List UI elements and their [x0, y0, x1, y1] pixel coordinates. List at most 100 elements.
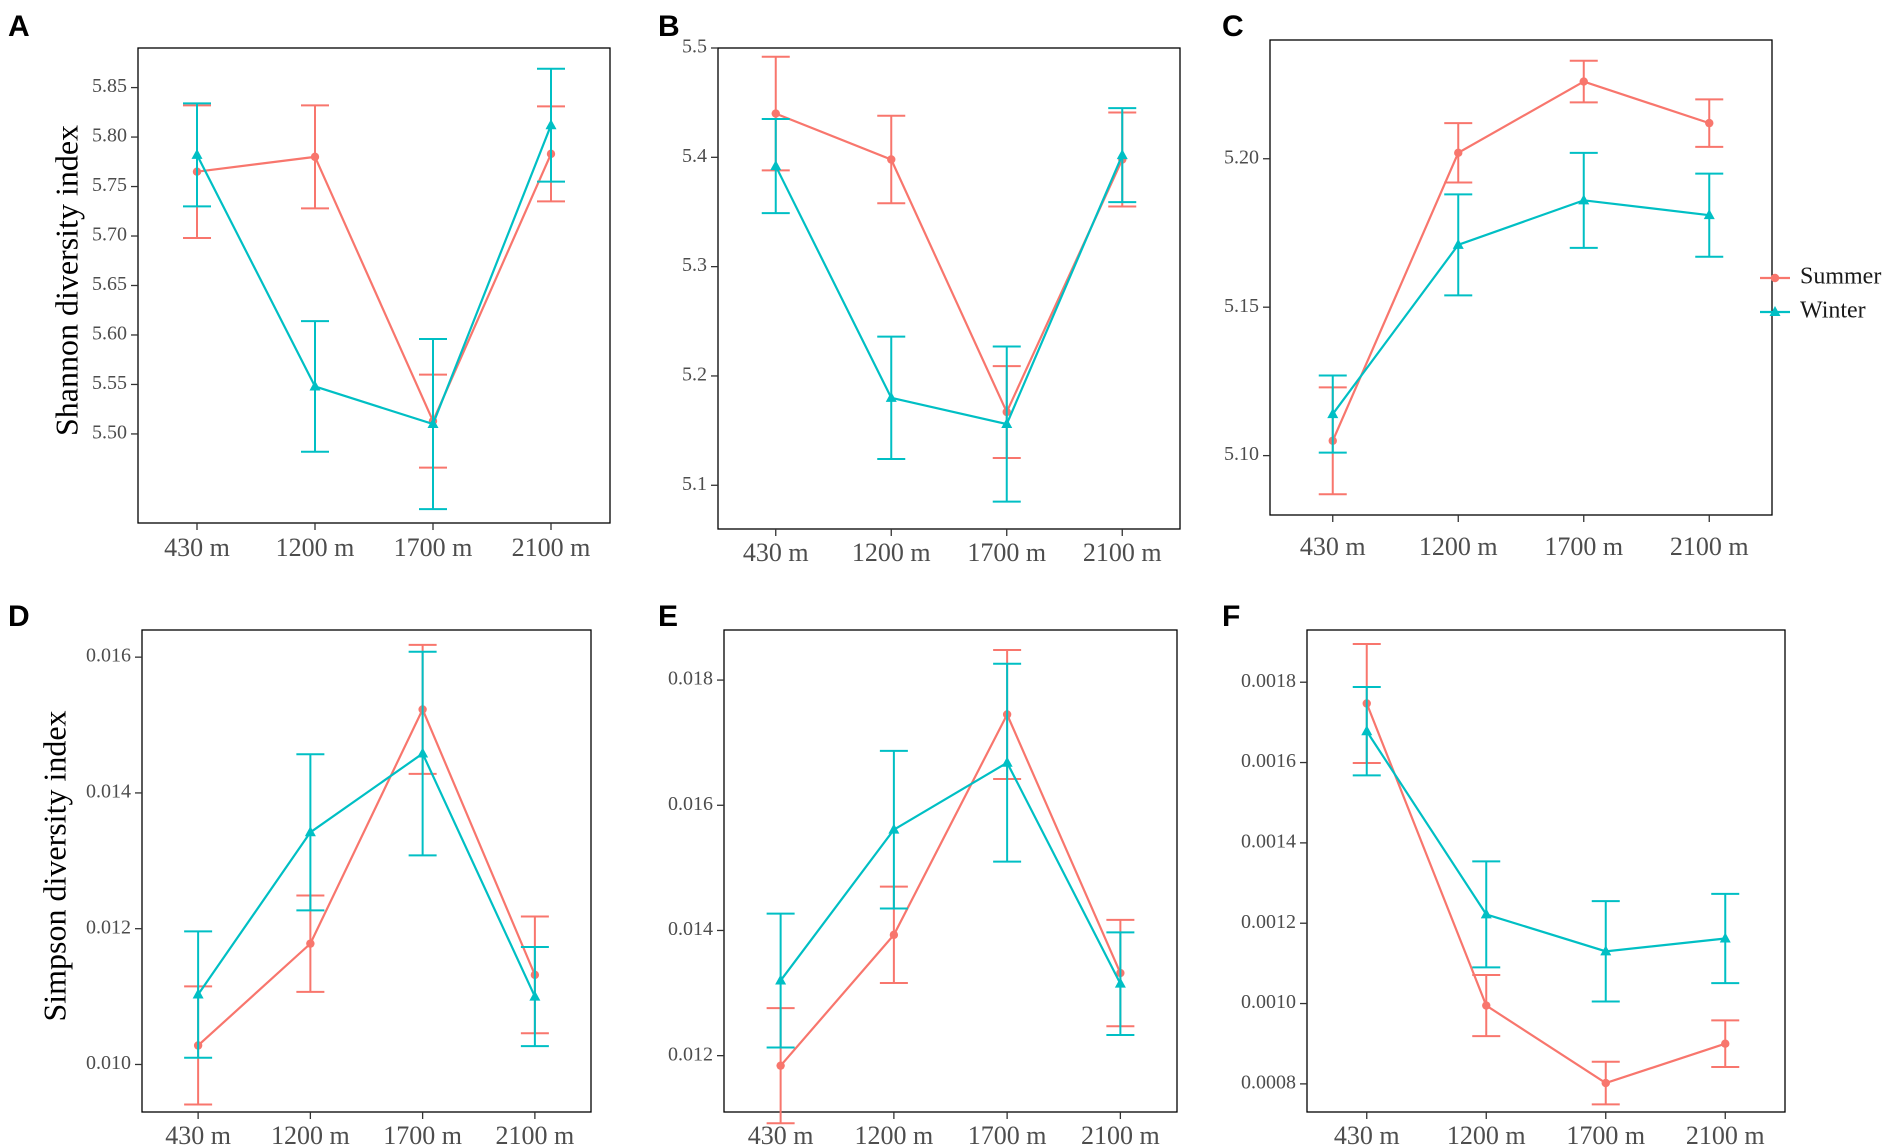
y-tick-label: 0.018: [668, 668, 713, 690]
y-tick-label: 0.0008: [1241, 1071, 1296, 1093]
legend-marker: [1770, 273, 1780, 283]
y-tick-label: 5.15: [1224, 295, 1259, 317]
y-tick-label: 5.60: [92, 323, 127, 345]
y-tick-label: 5.2: [682, 364, 707, 386]
data-point: [889, 930, 899, 940]
x-tick-label: 2100 m: [1686, 1121, 1765, 1147]
y-axis-label: Simpson diversity index: [36, 710, 72, 1021]
y-tick-label: 0.012: [86, 916, 131, 938]
data-point: [1578, 194, 1590, 205]
x-tick-label: 430 m: [1334, 1121, 1400, 1147]
plot-frame: [1306, 629, 1786, 1113]
data-point: [545, 119, 557, 130]
panel-b: B 5.1 5.2 5.3 5.4 5.5 430 m 1200 m 1700 m 2100 m: [658, 10, 1181, 567]
legend-item-summer: Summer: [1760, 264, 1881, 290]
panel-letter: E: [658, 600, 678, 633]
series-line: [779, 761, 1122, 985]
y-tick-label: 5.4: [682, 145, 707, 167]
panel-a: A 5.50 5.55 5.60 5.65 5.70 5.75 5.80 5.85 430 m 12…: [8, 10, 611, 562]
series-line: [197, 751, 536, 998]
data-point: [1452, 238, 1464, 249]
series-summer: [183, 104, 565, 469]
series-line: [774, 154, 1124, 426]
data-point: [1719, 932, 1731, 943]
panel-letter: B: [658, 10, 680, 43]
x-tick-label: 1700 m: [1544, 532, 1623, 561]
y-tick-label: 5.65: [92, 273, 127, 295]
data-point: [1705, 118, 1714, 128]
legend-label: Winter: [1800, 298, 1866, 324]
series-winter: [1352, 686, 1740, 1003]
x-tick-label: 430 m: [748, 1121, 814, 1147]
data-point: [885, 391, 897, 402]
x-tick-label: 1200 m: [276, 533, 355, 562]
y-tick-label: 5.10: [1224, 443, 1259, 465]
legend-item-winter: Winter: [1760, 298, 1866, 324]
x-tick-label: 2100 m: [512, 533, 591, 562]
series-winter: [184, 650, 549, 1059]
data-point: [427, 418, 439, 429]
y-tick-label: 5.50: [92, 422, 127, 444]
series-line: [197, 706, 536, 1047]
x-tick-label: 1200 m: [271, 1121, 350, 1147]
x-tick-label: 430 m: [1300, 532, 1366, 561]
x-tick-label: 2100 m: [1670, 532, 1749, 561]
data-point: [1116, 149, 1128, 160]
y-tick-label: 0.0012: [1241, 911, 1296, 933]
data-point: [1579, 77, 1588, 86]
data-point: [529, 990, 541, 1001]
panel-c: C 5.10 5.15 5.20 430 m 1200 m 1700 m 2100 m: [1222, 10, 1773, 561]
plot-frame: [1269, 39, 1773, 516]
data-point: [1361, 725, 1373, 736]
panel-e: E 0.012 0.014 0.016 0.018 430 m 1200 m 1700 m 21…: [658, 600, 1178, 1147]
y-tick-label: 5.75: [92, 174, 127, 196]
y-tick-label: 5.1: [682, 473, 707, 495]
x-tick-label: 430 m: [164, 533, 230, 562]
y-tick-label: 5.70: [92, 224, 127, 246]
panel-f: F 0.0008 0.0010 0.0012 0.0014 0.0016 0.0018 430…: [1222, 600, 1786, 1147]
series-line: [775, 112, 1124, 415]
x-tick-label: 1200 m: [1447, 1121, 1526, 1147]
panel-d: D 0.010 0.012 0.014 0.016 430 m 1200 m 1700 m 21…: [8, 600, 592, 1147]
data-point: [1454, 148, 1463, 158]
y-tick-label: 0.0016: [1241, 750, 1296, 772]
y-tick-label: 0.0018: [1241, 670, 1296, 692]
data-point: [1001, 756, 1013, 767]
y-tick-label: 5.85: [92, 75, 127, 97]
data-point: [1480, 908, 1492, 919]
series-line: [196, 153, 553, 424]
y-tick-label: 0.0014: [1241, 830, 1296, 852]
series-line: [1365, 730, 1726, 953]
y-tick-label: 0.014: [668, 918, 713, 940]
y-tick-label: 0.010: [86, 1052, 131, 1074]
data-point: [1601, 1078, 1610, 1088]
series-line: [196, 124, 553, 426]
legend: Summer Winter: [1760, 264, 1881, 324]
series-summer: [1352, 643, 1740, 1106]
data-point: [1721, 1039, 1730, 1048]
y-tick-label: 0.016: [86, 645, 131, 667]
x-tick-label: 1700 m: [383, 1121, 462, 1147]
legend-label: Summer: [1800, 264, 1881, 290]
x-tick-label: 1700 m: [968, 1121, 1047, 1147]
data-point: [191, 148, 203, 159]
x-tick-label: 1700 m: [967, 538, 1046, 567]
plot-frame: [137, 47, 611, 524]
y-tick-label: 5.20: [1224, 146, 1259, 168]
series-winter: [183, 67, 565, 511]
data-point: [1001, 418, 1013, 429]
series-summer: [1318, 59, 1724, 496]
x-tick-label: 430 m: [743, 538, 809, 567]
data-point: [306, 939, 315, 948]
data-point: [1482, 1001, 1491, 1010]
series-summer: [184, 643, 549, 1106]
y-tick-label: 5.5: [682, 36, 707, 58]
data-point: [888, 823, 900, 834]
data-point: [1703, 209, 1715, 220]
data-point: [771, 109, 780, 118]
plot-frame: [141, 629, 592, 1113]
series-winter: [766, 662, 1135, 1049]
data-point: [776, 1061, 785, 1070]
data-point: [417, 747, 429, 758]
x-tick-label: 430 m: [165, 1121, 231, 1147]
